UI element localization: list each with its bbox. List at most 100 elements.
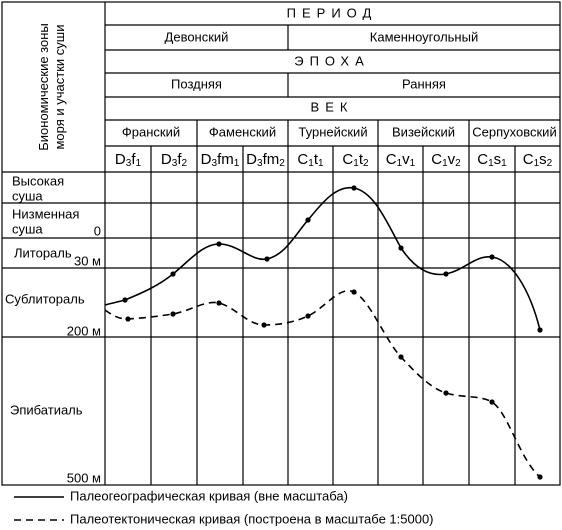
zone-label: суша [12, 188, 43, 203]
age: Визейский [392, 124, 455, 139]
stage-main: s [539, 151, 547, 168]
stage-sub: 2 [363, 158, 369, 169]
period-title: ПЕРИОД [287, 5, 378, 20]
stage-main: D [246, 151, 257, 168]
depth-label: 500 м [67, 470, 101, 485]
stage-main: C [431, 151, 442, 168]
curve-point [351, 185, 357, 191]
stage-main: f [177, 151, 182, 168]
stage-sub: 1 [397, 158, 403, 169]
stage: D3f2 [161, 151, 188, 169]
curve-point [537, 474, 543, 480]
stage-main: v [402, 151, 410, 168]
depth-label: 30 м [74, 253, 101, 268]
stage-sub: 2 [455, 158, 461, 169]
period: Девонский [165, 29, 229, 44]
stage-sub: 2 [182, 158, 188, 169]
frame [1, 1, 561, 486]
stage: D3fm2 [246, 151, 285, 169]
age: Франский [122, 124, 180, 139]
curve-point [305, 217, 311, 223]
zone-label: Низменная [12, 206, 79, 221]
period: Каменноугольный [370, 29, 478, 44]
stage: C1t1 [297, 151, 324, 169]
curve-point [443, 390, 449, 396]
age: Серпуховский [472, 124, 556, 139]
age: Фаменский [209, 124, 276, 139]
curve-point [170, 271, 176, 277]
curve-point [398, 354, 404, 360]
zone-label: Эпибатиаль [10, 402, 83, 417]
stage: D3f1 [115, 151, 142, 169]
zone-label: Литораль [14, 245, 72, 260]
stage-main: D [115, 151, 126, 168]
stage-main: C [477, 151, 488, 168]
stage-sub: 1 [534, 158, 540, 169]
stage-sub: 1 [501, 158, 507, 169]
zone-label: Высокая [12, 173, 64, 188]
paleogeographic-curve [104, 187, 541, 331]
curve-point [264, 256, 270, 262]
curve-point [305, 313, 311, 319]
age: Турнейский [298, 124, 367, 139]
age-title: ВЕК [311, 99, 354, 114]
side-label-line: моря и участки суши [52, 25, 67, 150]
curve-point [537, 327, 543, 333]
stage-main: D [201, 151, 212, 168]
legend-label: Палеогеографическая кривая (вне масштаба… [70, 488, 348, 503]
stage-main: v [448, 151, 456, 168]
stage: C1v1 [386, 151, 416, 169]
stage-main: C [297, 151, 308, 168]
stage-sub: 1 [308, 158, 314, 169]
stage-main: C [386, 151, 397, 168]
stage-sub: 2 [547, 158, 553, 169]
stage-main: t [314, 151, 319, 168]
curve-point [125, 316, 131, 322]
stage-main: s [494, 151, 502, 168]
depth-label: 200 м [67, 323, 101, 338]
stage-sub: 1 [410, 158, 416, 169]
stage-sub: 1 [136, 158, 142, 169]
epoch: Ранняя [402, 76, 446, 91]
stage-sub: 3 [257, 158, 263, 169]
side-label: Биономические зоныморя и участки суши [36, 23, 67, 151]
stage-sub: 1 [234, 158, 240, 169]
stage-main: C [523, 151, 534, 168]
curve-point [443, 271, 449, 277]
curve-point [122, 297, 128, 303]
curve-point [216, 300, 222, 306]
stage-sub: 1 [488, 158, 494, 169]
legend-label: Палеотектоническая кривая (построена в м… [70, 511, 434, 526]
curve-point [351, 289, 357, 295]
curve-point [489, 399, 495, 405]
stage-sub: 3 [172, 158, 178, 169]
stage-sub: 3 [212, 158, 218, 169]
curve-point [261, 322, 267, 328]
stage-sub: 1 [442, 158, 448, 169]
stage-main: C [342, 151, 353, 168]
stage-main: f [131, 151, 136, 168]
stage: C1s1 [477, 151, 507, 169]
side-label-line: Биономические зоны [36, 23, 51, 151]
depth-label: 0 [94, 223, 101, 238]
stage-sub: 3 [126, 158, 132, 169]
stage-main: t [359, 151, 364, 168]
stage: C1v2 [431, 151, 461, 169]
zone-label: Сублитораль [5, 291, 85, 306]
stage-sub: 1 [318, 158, 324, 169]
stage-sub: 1 [353, 158, 359, 169]
paleotectonic-curve [104, 289, 541, 478]
stage: C1s2 [523, 151, 553, 169]
curve-point [216, 241, 222, 247]
stage-main: fm [217, 151, 234, 168]
stage: D3fm1 [201, 151, 240, 169]
stage-main: fm [263, 151, 280, 168]
stage-sub: 2 [279, 158, 285, 169]
curve-point [489, 254, 495, 260]
stage-main: D [161, 151, 172, 168]
curve-point [398, 245, 404, 251]
epoch: Поздняя [171, 76, 222, 91]
stage: C1t2 [342, 151, 369, 169]
curve-point [170, 311, 176, 317]
